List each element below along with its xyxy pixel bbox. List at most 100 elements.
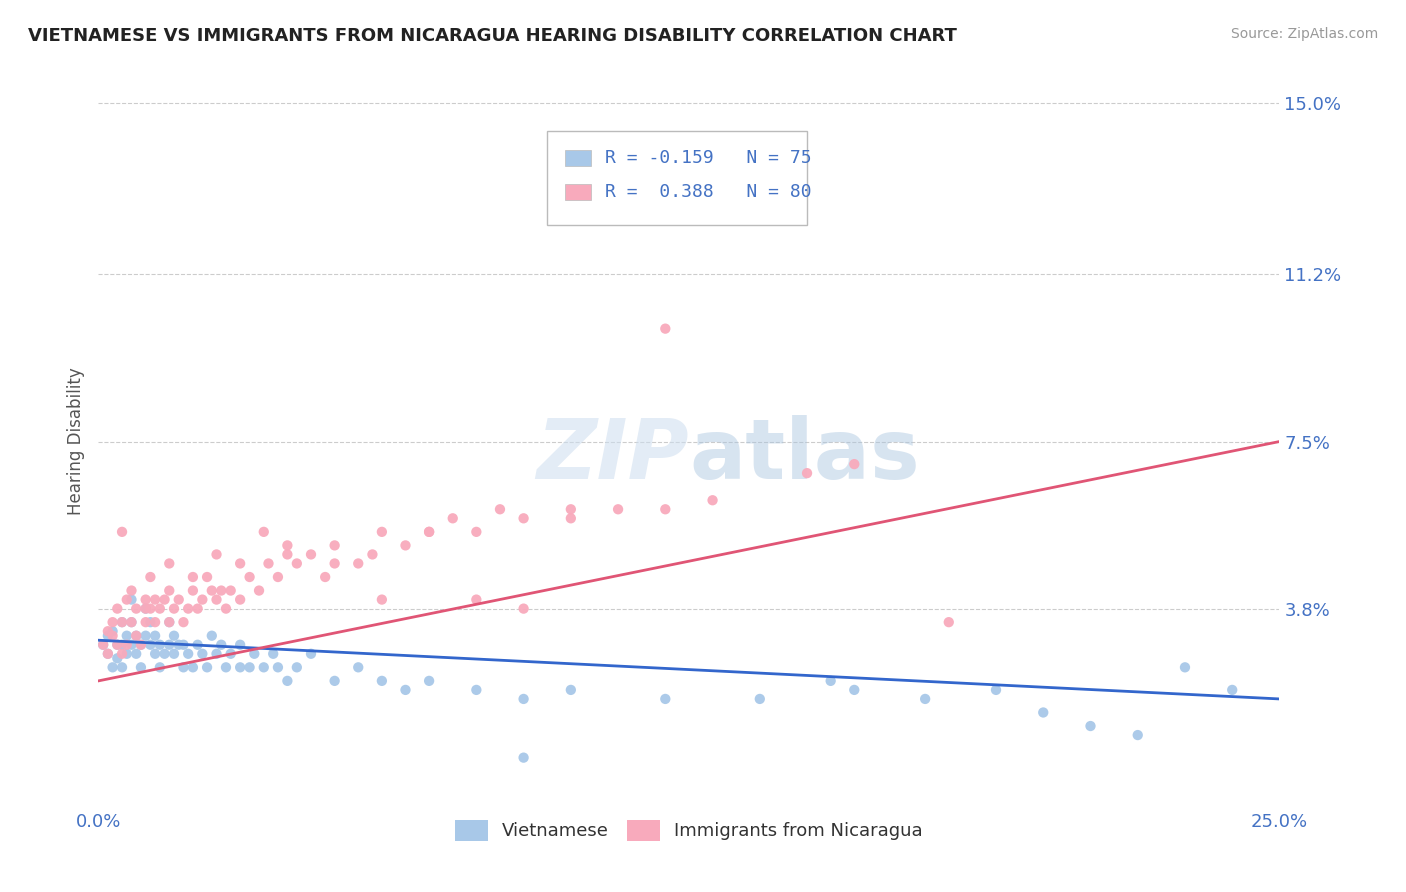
Point bbox=[111, 615, 134, 630]
Point bbox=[135, 601, 157, 615]
Point bbox=[111, 524, 134, 539]
Point bbox=[172, 660, 194, 674]
Point bbox=[1080, 719, 1102, 733]
Point bbox=[139, 601, 162, 615]
Point bbox=[512, 601, 534, 615]
Point bbox=[607, 502, 630, 516]
Point bbox=[172, 615, 194, 630]
Point bbox=[253, 524, 276, 539]
Point bbox=[201, 583, 224, 598]
Point bbox=[129, 638, 152, 652]
Point bbox=[219, 583, 242, 598]
Point bbox=[167, 592, 190, 607]
Point bbox=[105, 651, 128, 665]
Point bbox=[209, 583, 232, 598]
Point bbox=[111, 615, 134, 630]
Point bbox=[101, 629, 124, 643]
Point bbox=[247, 583, 270, 598]
Point bbox=[654, 321, 676, 335]
Point bbox=[299, 548, 322, 562]
Point bbox=[121, 583, 143, 598]
Point bbox=[560, 682, 582, 697]
Point bbox=[97, 629, 120, 643]
Point bbox=[347, 557, 370, 571]
Point bbox=[121, 638, 143, 652]
Point bbox=[560, 502, 582, 516]
Point bbox=[101, 624, 124, 639]
Point bbox=[299, 647, 322, 661]
Point bbox=[201, 629, 224, 643]
Point bbox=[195, 660, 218, 674]
Point bbox=[91, 638, 114, 652]
Point bbox=[276, 538, 298, 552]
Point bbox=[135, 615, 157, 630]
Point bbox=[143, 647, 166, 661]
Point bbox=[163, 629, 186, 643]
Point bbox=[195, 570, 218, 584]
Point bbox=[489, 502, 512, 516]
Point bbox=[157, 583, 180, 598]
FancyBboxPatch shape bbox=[547, 131, 807, 225]
Point bbox=[115, 647, 138, 661]
Text: Source: ZipAtlas.com: Source: ZipAtlas.com bbox=[1230, 27, 1378, 41]
Point bbox=[97, 647, 120, 661]
Point bbox=[654, 502, 676, 516]
Point bbox=[105, 638, 128, 652]
Point bbox=[177, 647, 200, 661]
Point bbox=[796, 466, 818, 480]
Point bbox=[229, 557, 252, 571]
FancyBboxPatch shape bbox=[565, 151, 591, 166]
Point bbox=[177, 601, 200, 615]
Text: R = -0.159   N = 75: R = -0.159 N = 75 bbox=[605, 149, 811, 168]
Y-axis label: Hearing Disability: Hearing Disability bbox=[66, 368, 84, 516]
Point bbox=[267, 570, 290, 584]
Point bbox=[111, 638, 134, 652]
Point bbox=[371, 673, 394, 688]
Point bbox=[157, 615, 180, 630]
Point bbox=[418, 524, 440, 539]
Point bbox=[209, 638, 232, 652]
Point bbox=[512, 750, 534, 764]
Point bbox=[205, 592, 228, 607]
Point bbox=[253, 660, 276, 674]
Point bbox=[153, 592, 176, 607]
Point bbox=[748, 692, 770, 706]
Point bbox=[115, 638, 138, 652]
Point bbox=[371, 524, 394, 539]
Legend: Vietnamese, Immigrants from Nicaragua: Vietnamese, Immigrants from Nicaragua bbox=[449, 813, 929, 848]
Point bbox=[844, 682, 866, 697]
Point bbox=[111, 647, 134, 661]
Point bbox=[654, 692, 676, 706]
Text: ZIP: ZIP bbox=[536, 416, 689, 497]
Point bbox=[361, 548, 384, 562]
Point bbox=[97, 624, 120, 639]
Point bbox=[820, 673, 842, 688]
Point bbox=[167, 638, 190, 652]
Point bbox=[149, 601, 172, 615]
Point bbox=[149, 638, 172, 652]
Point bbox=[181, 570, 204, 584]
Point bbox=[285, 557, 308, 571]
Point bbox=[267, 660, 290, 674]
Point bbox=[465, 524, 488, 539]
Point bbox=[121, 615, 143, 630]
Point bbox=[418, 673, 440, 688]
Point bbox=[101, 615, 124, 630]
Point bbox=[105, 601, 128, 615]
Point bbox=[347, 660, 370, 674]
Point bbox=[115, 592, 138, 607]
Point bbox=[394, 538, 416, 552]
Point bbox=[157, 557, 180, 571]
Point bbox=[257, 557, 280, 571]
Point bbox=[135, 629, 157, 643]
Point bbox=[512, 692, 534, 706]
Point bbox=[418, 524, 440, 539]
Point bbox=[394, 682, 416, 697]
Point bbox=[121, 615, 143, 630]
Point bbox=[125, 629, 148, 643]
Point bbox=[323, 538, 346, 552]
Point bbox=[163, 647, 186, 661]
Point bbox=[125, 629, 148, 643]
Point bbox=[139, 570, 162, 584]
Point bbox=[441, 511, 464, 525]
